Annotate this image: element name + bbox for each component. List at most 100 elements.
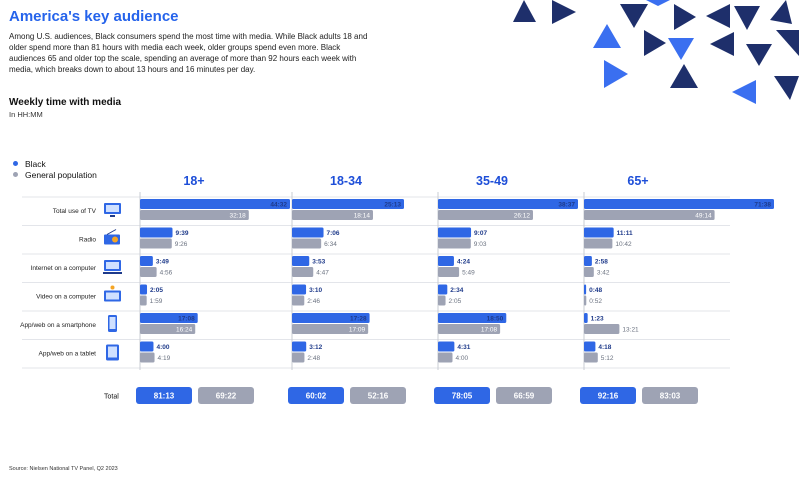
total-general-18+: 69:22 [216,392,237,401]
bar-general-18-34-4 [292,324,369,334]
total-general-35-49: 66:59 [514,392,535,401]
category-label: Total use of TV [53,208,97,215]
video-computer-icon [104,285,121,302]
data-label-general: 6:34 [324,241,337,248]
bar-general-35-49-1 [438,238,471,249]
bar-black-18+-3 [140,284,148,295]
total-black-65+: 92:16 [598,392,619,401]
radio-icon-part [112,236,118,243]
bar-general-65+-2 [584,267,594,277]
data-label-general: 17:08 [481,327,498,334]
bar-general-35-49-0 [438,210,533,220]
bar-black-65+-3 [584,284,587,295]
total-general-18-34: 52:16 [368,392,389,401]
bar-general-35-49-3 [438,295,446,306]
triangle-decoration [593,24,621,48]
triangle-decoration [668,38,694,60]
tablet-icon [106,344,119,361]
data-label-general: 32:18 [230,213,247,220]
triangle-decoration [604,60,628,88]
triangle-decoration [646,0,670,6]
data-label-general: 4:56 [160,270,173,277]
data-label-black: 17:08 [178,316,195,323]
data-label-black: 11:11 [617,230,633,237]
total-pill-black-18-34 [288,387,344,404]
data-label-black: 7:06 [327,230,340,237]
total-row-label: Total [104,394,119,401]
data-label-general: 17:09 [349,327,366,334]
smartphone-icon [108,315,117,332]
radio-icon-part [106,229,117,235]
data-label-black: 71:38 [754,202,771,209]
data-label-black: 9:39 [176,230,189,237]
triangle-decoration [774,76,799,100]
bar-general-35-49-4 [438,324,501,334]
legend-item-black: Black [13,158,97,169]
bar-black-65+-0 [584,199,774,209]
data-label-black: 4:00 [156,344,169,351]
triangle-decoration [674,4,696,30]
bar-black-18+-1 [140,227,173,238]
bar-black-35-49-5 [438,341,455,352]
total-black-18+: 81:13 [154,392,175,401]
data-label-general: 5:49 [462,270,475,277]
triangle-decoration [620,4,648,28]
bar-general-65+-5 [584,352,598,363]
legend-swatch-black [13,161,18,166]
total-black-18-34: 60:02 [306,392,327,401]
bar-general-35-49-2 [438,267,460,277]
bar-black-35-49-2 [438,256,454,266]
triangle-decoration [670,64,698,88]
data-label-general: 0:52 [589,298,602,305]
data-label-general: 18:14 [354,213,371,220]
data-label-black: 2:58 [595,259,608,266]
video-computer-icon-part [110,285,115,290]
bar-general-18+-1 [140,238,172,249]
legend-label-black: Black [25,158,46,169]
data-label-black: 9:07 [474,230,487,237]
bar-general-65+-1 [584,238,613,249]
data-label-black: 2:34 [450,287,463,294]
bar-general-18-34-0 [292,210,373,220]
bar-black-65+-1 [584,227,614,238]
legend: Black General population [13,158,97,180]
triangle-decoration [776,30,799,56]
triangle-decoration [706,4,730,28]
group-header-35-49: 35-49 [476,174,508,188]
decorative-triangles [513,0,799,104]
data-label-general: 10:42 [615,241,632,248]
group-header-18-34: 18-34 [330,174,362,188]
data-label-black: 1:23 [591,316,604,323]
data-label-black: 3:10 [309,287,322,294]
unit-label: In HH:MM [9,110,43,119]
category-label: App/web on a tablet [39,351,97,358]
intro-paragraph: Among U.S. audiences, Black consumers sp… [9,32,368,74]
legend-swatch-general [13,172,18,177]
source-footnote: Source: Nielsen National TV Panel, Q2 20… [9,466,118,472]
legend-item-general: General population [13,169,97,180]
data-label-black: 3:53 [312,259,325,266]
data-label-black: 17:28 [350,316,367,323]
bar-black-65+-4 [584,313,588,323]
data-label-general: 9:26 [175,241,188,248]
bar-general-65+-0 [584,210,715,220]
data-label-general: 2:46 [307,298,320,305]
radio-icon [104,229,120,245]
bar-general-18+-2 [140,267,157,277]
total-pill-general-65+ [642,387,698,404]
bar-black-18-34-0 [292,199,404,209]
triangle-decoration [513,0,536,22]
bar-black-18-34-2 [292,256,310,266]
total-pill-general-18+ [198,387,254,404]
data-label-black: 25:13 [384,202,401,209]
page-title: America's key audience [9,8,179,25]
bar-general-35-49-5 [438,352,453,363]
data-label-general: 49:14 [695,213,712,220]
total-pill-black-18+ [136,387,192,404]
smartphone-icon-part [109,317,116,329]
bar-general-18+-0 [140,210,249,220]
total-pill-black-35-49 [434,387,490,404]
total-pill-general-18-34 [350,387,406,404]
chart-title: Weekly time with media [9,97,122,108]
data-label-black: 4:18 [598,344,611,351]
